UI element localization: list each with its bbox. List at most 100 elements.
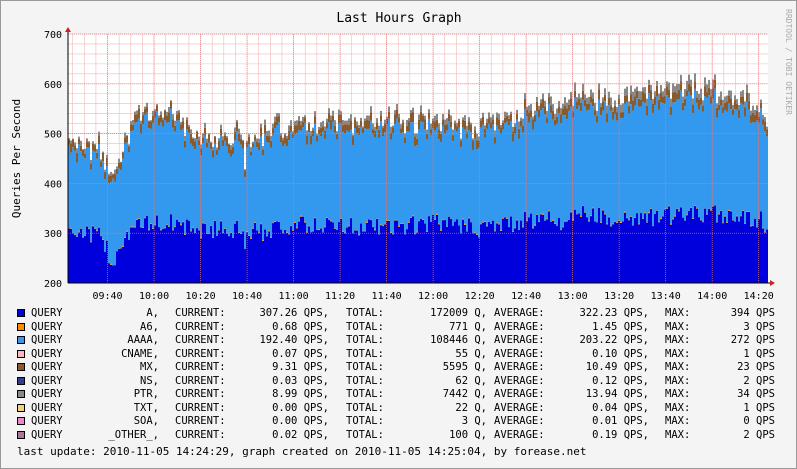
series-ptr-column <box>550 96 552 106</box>
series-mx-column <box>294 125 296 135</box>
legend-total-label: TOTAL: <box>346 388 384 400</box>
series-a-column <box>658 222 660 283</box>
series-aaaa-column <box>444 134 446 220</box>
series-aaaa-column <box>362 133 364 232</box>
series-ptr-column <box>718 96 720 105</box>
series-aaaa-column <box>302 127 304 217</box>
series-aaaa-column <box>532 129 534 228</box>
series-a6-column <box>306 231 308 233</box>
series-mx-column <box>680 81 682 91</box>
series-aaaa-column <box>126 142 128 231</box>
series-mx-column <box>668 89 670 98</box>
series-ptr-column <box>728 90 730 97</box>
series-aaaa-column <box>112 178 114 266</box>
series-aaaa-column <box>578 105 580 214</box>
series-ptr-column <box>396 104 398 110</box>
series-aaaa-column <box>500 133 502 231</box>
series-a-column <box>510 216 512 283</box>
series-mx-column <box>90 163 92 170</box>
series-aaaa-column <box>232 153 234 238</box>
series-a-column <box>586 217 588 283</box>
series-a-column <box>68 228 70 283</box>
series-a-column <box>576 214 578 283</box>
series-ptr-column <box>582 83 584 91</box>
series-a-column <box>520 220 522 283</box>
series-a6-column <box>610 225 612 227</box>
series-aaaa-column <box>650 100 652 209</box>
series-mx-column <box>168 112 170 122</box>
series-a-column <box>194 232 196 283</box>
series-aaaa-column <box>672 102 674 219</box>
series-aaaa-column <box>366 129 368 222</box>
series-ptr-column <box>748 92 750 101</box>
series-aaaa-column <box>440 141 442 230</box>
legend-query-label: QUERY <box>31 415 63 427</box>
series-a-column <box>382 226 384 283</box>
series-aaaa-column <box>564 115 566 221</box>
legend-average-value: 10.49 QPS, <box>585 361 649 373</box>
legend-total-label: TOTAL: <box>346 320 384 333</box>
series-a-column <box>472 233 474 283</box>
legend-max-value: 34 QPS <box>737 388 775 400</box>
series-mx-column <box>336 134 338 140</box>
series-ptr-column <box>144 106 146 109</box>
series-ptr-column <box>320 122 322 128</box>
series-ptr-column <box>756 105 758 111</box>
series-aaaa-column <box>540 110 542 214</box>
series-aaaa-column <box>642 101 644 219</box>
series-mx-column <box>534 114 536 122</box>
series-a-column <box>604 214 606 283</box>
series-a6-column <box>602 209 604 211</box>
series-a6-column <box>534 224 536 226</box>
legend-total-value: 55 Q, <box>455 347 487 360</box>
series-mx-column <box>260 127 262 137</box>
series-ptr-column <box>568 99 570 105</box>
series-ptr-column <box>434 115 436 122</box>
series-aaaa-column <box>522 132 524 227</box>
series-a-column <box>216 235 218 283</box>
series-aaaa-column <box>706 97 708 215</box>
series-aaaa-column <box>636 98 638 213</box>
series-a6-column <box>290 225 292 227</box>
legend-average-value: 13.94 QPS, <box>585 388 649 400</box>
series-aaaa-column <box>172 127 174 231</box>
series-ptr-column <box>552 104 554 111</box>
series-a6-column <box>526 220 528 222</box>
legend-current-value: 0.02 QPS, <box>272 428 329 441</box>
series-a6-column <box>580 216 582 218</box>
series-a-column <box>512 231 514 283</box>
legend-type: NS, <box>140 374 159 387</box>
series-a6-column <box>348 225 350 227</box>
series-a-column <box>570 212 572 283</box>
series-a-column <box>462 219 464 283</box>
series-ptr-column <box>468 117 470 122</box>
series-aaaa-column <box>368 128 370 220</box>
series-ptr-column <box>408 118 410 122</box>
series-a-column <box>502 218 504 283</box>
series-aaaa-column <box>372 134 374 227</box>
series-aaaa-column <box>666 95 668 209</box>
series-a-column <box>672 219 674 283</box>
series-ptr-column <box>264 119 266 125</box>
series-a6-column <box>294 221 296 223</box>
series-a-column <box>678 211 680 283</box>
series-aaaa-column <box>198 145 200 231</box>
legend-query-label: QUERY <box>31 320 63 333</box>
series-mx-column <box>70 143 72 153</box>
series-aaaa-column <box>694 88 696 206</box>
series-aaaa-column <box>386 124 388 221</box>
series-ptr-column <box>410 110 412 113</box>
series-a6-column <box>200 237 202 239</box>
series-aaaa-column <box>462 127 464 219</box>
series-a-column <box>198 230 200 283</box>
legend-color-swatch <box>17 322 25 331</box>
series-mx-column <box>364 120 366 129</box>
series-mx-column <box>164 110 166 120</box>
series-a-column <box>528 217 530 283</box>
series-mx-column <box>370 112 372 121</box>
series-ptr-column <box>418 114 420 120</box>
series-a-column <box>476 234 478 283</box>
series-a6-column <box>664 208 666 210</box>
series-mx-column <box>670 106 672 116</box>
series-ptr-column <box>446 118 448 125</box>
